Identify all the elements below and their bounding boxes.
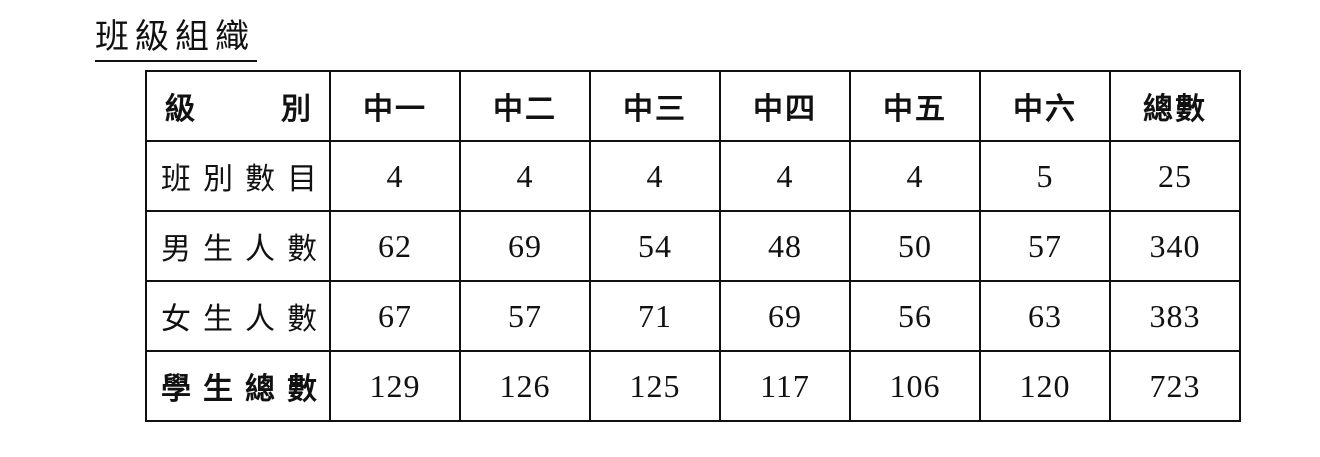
page-title: 班級組織	[95, 17, 257, 62]
grade-label-left: 級	[165, 93, 195, 126]
value-cell: 4	[459, 140, 591, 212]
row-label: 學生總數	[145, 350, 331, 422]
value-cell: 57	[979, 210, 1111, 282]
value-cell: 723	[1109, 350, 1241, 422]
grade-label-spread: 級 別	[147, 84, 329, 128]
header-cell-form2: 中二	[459, 70, 591, 142]
value-cell: 340	[1109, 210, 1241, 282]
header-cell-form4: 中四	[719, 70, 851, 142]
table-row-boys-count: 男生人數 62 69 54 48 50 57 340	[145, 210, 1241, 282]
value-cell: 125	[589, 350, 721, 422]
value-cell: 50	[849, 210, 981, 282]
value-cell: 5	[979, 140, 1111, 212]
value-cell: 69	[459, 210, 591, 282]
value-cell: 4	[329, 140, 461, 212]
value-cell: 4	[849, 140, 981, 212]
value-cell: 56	[849, 280, 981, 352]
value-cell: 120	[979, 350, 1111, 422]
value-cell: 383	[1109, 280, 1241, 352]
value-cell: 63	[979, 280, 1111, 352]
table-row-class-count: 班別數目 4 4 4 4 4 5 25	[145, 140, 1241, 212]
value-cell: 69	[719, 280, 851, 352]
table-header-row: 級 別 中一 中二 中三 中四 中五 中六 總數	[145, 70, 1241, 142]
class-organization-table: 級 別 中一 中二 中三 中四 中五 中六 總數 班別數目 4 4 4 4 4 …	[145, 70, 1241, 422]
value-cell: 117	[719, 350, 851, 422]
row-label: 女生人數	[145, 280, 331, 352]
value-cell: 71	[589, 280, 721, 352]
value-cell: 4	[719, 140, 851, 212]
value-cell: 126	[459, 350, 591, 422]
value-cell: 106	[849, 350, 981, 422]
header-cell-form3: 中三	[589, 70, 721, 142]
header-cell-total: 總數	[1109, 70, 1241, 142]
value-cell: 129	[329, 350, 461, 422]
value-cell: 25	[1109, 140, 1241, 212]
value-cell: 54	[589, 210, 721, 282]
grade-label-right: 別	[281, 93, 311, 126]
header-cell-form1: 中一	[329, 70, 461, 142]
table-row-students-total: 學生總數 129 126 125 117 106 120 723	[145, 350, 1241, 422]
row-label: 男生人數	[145, 210, 331, 282]
header-cell-form6: 中六	[979, 70, 1111, 142]
table-row-girls-count: 女生人數 67 57 71 69 56 63 383	[145, 280, 1241, 352]
value-cell: 48	[719, 210, 851, 282]
header-cell-form5: 中五	[849, 70, 981, 142]
value-cell: 62	[329, 210, 461, 282]
value-cell: 67	[329, 280, 461, 352]
value-cell: 4	[589, 140, 721, 212]
value-cell: 57	[459, 280, 591, 352]
header-cell-grade-label: 級 別	[145, 70, 331, 142]
row-label: 班別數目	[145, 140, 331, 212]
